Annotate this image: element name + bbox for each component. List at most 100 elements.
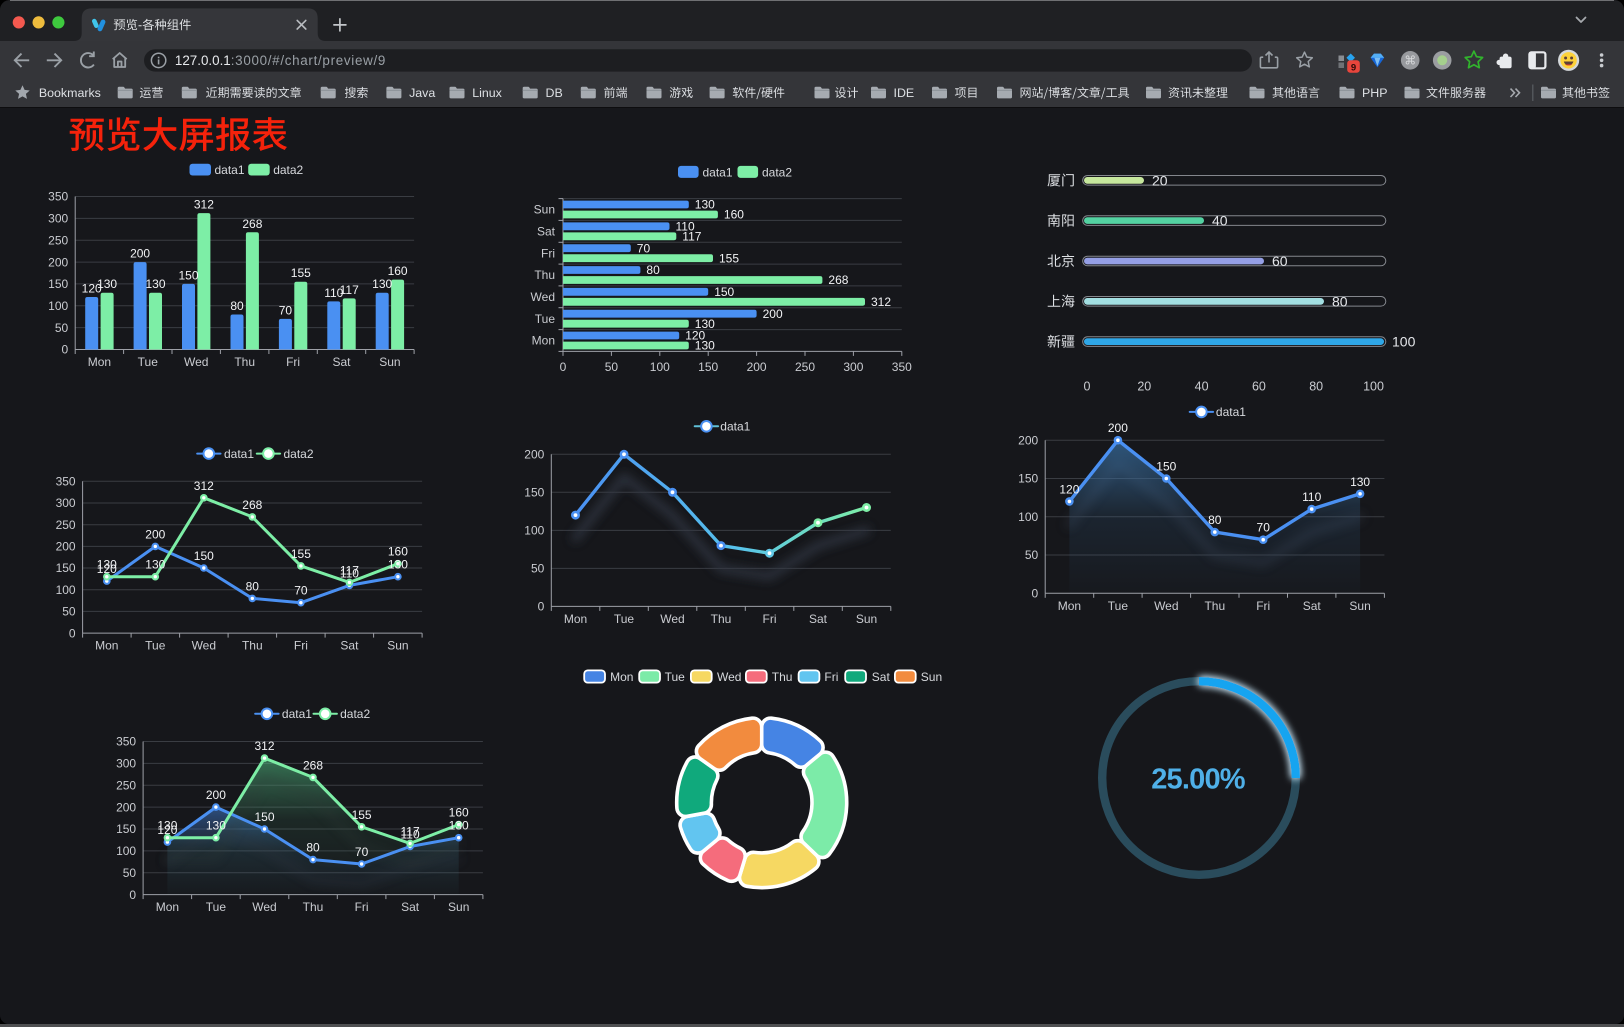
svg-text:110: 110: [401, 828, 420, 842]
svg-text:155: 155: [352, 808, 372, 822]
svg-text:250: 250: [56, 518, 76, 532]
svg-text:Linux: Linux: [472, 86, 502, 100]
svg-text:Mon: Mon: [610, 670, 633, 684]
svg-text:Thu: Thu: [303, 900, 324, 914]
svg-text:70: 70: [1257, 521, 1271, 535]
svg-text:268: 268: [303, 758, 323, 772]
svg-text:0: 0: [1084, 379, 1091, 393]
svg-text:300: 300: [116, 757, 136, 771]
svg-text:Wed: Wed: [717, 670, 741, 684]
svg-text:Sun: Sun: [379, 355, 400, 369]
svg-text:Thu: Thu: [772, 670, 793, 684]
svg-text:40: 40: [1195, 379, 1209, 393]
svg-text:110: 110: [340, 566, 359, 580]
svg-text:150: 150: [1018, 472, 1038, 486]
svg-text:200: 200: [747, 360, 767, 374]
svg-text:0: 0: [129, 888, 136, 902]
svg-text:Wed: Wed: [660, 612, 684, 626]
svg-text:300: 300: [843, 360, 863, 374]
svg-text:250: 250: [116, 778, 136, 792]
svg-text:0: 0: [69, 626, 76, 640]
svg-text:Sun: Sun: [1349, 599, 1370, 613]
svg-text:130: 130: [449, 819, 469, 833]
svg-text:Mon: Mon: [95, 639, 118, 653]
svg-text:268: 268: [242, 217, 262, 231]
svg-text:100: 100: [1363, 379, 1384, 393]
svg-text:117: 117: [340, 563, 359, 577]
svg-text:50: 50: [123, 866, 137, 880]
svg-text:150: 150: [48, 277, 68, 291]
svg-text:Sun: Sun: [448, 900, 469, 914]
svg-text:130: 130: [695, 198, 715, 212]
svg-text:70: 70: [294, 584, 308, 598]
svg-text:Tue: Tue: [535, 312, 556, 326]
svg-text:130: 130: [695, 317, 715, 331]
svg-text:80: 80: [1332, 293, 1348, 309]
svg-text:250: 250: [48, 233, 68, 247]
svg-text:Tue: Tue: [206, 900, 227, 914]
svg-text:50: 50: [531, 562, 545, 576]
svg-text:127.0.0.1:3000/#/chart/preview: 127.0.0.1:3000/#/chart/preview/9: [175, 53, 386, 68]
svg-text:110: 110: [676, 220, 695, 234]
svg-text:150: 150: [194, 549, 214, 563]
svg-text:Tue: Tue: [614, 612, 635, 626]
svg-text:data2: data2: [340, 707, 370, 721]
svg-text:100: 100: [1392, 334, 1416, 350]
svg-text:350: 350: [116, 735, 136, 749]
svg-text:0: 0: [560, 360, 567, 374]
svg-text:Wed: Wed: [184, 355, 208, 369]
svg-text:data1: data1: [720, 420, 750, 434]
svg-text:25.00%: 25.00%: [1151, 764, 1246, 796]
svg-text:70: 70: [279, 303, 293, 317]
svg-text:⌘: ⌘: [1404, 54, 1416, 68]
svg-text:data1: data1: [703, 165, 733, 179]
svg-text:80: 80: [646, 263, 660, 277]
svg-text:Fri: Fri: [286, 355, 300, 369]
svg-text:Tue: Tue: [665, 670, 686, 684]
svg-text:Fri: Fri: [294, 639, 308, 653]
svg-text:100: 100: [56, 583, 76, 597]
svg-text:200: 200: [1018, 433, 1038, 447]
svg-text:Sun: Sun: [534, 203, 555, 217]
svg-text:data2: data2: [273, 163, 303, 177]
svg-text:Mon: Mon: [1058, 599, 1081, 613]
svg-text:160: 160: [388, 264, 408, 278]
svg-text:Sat: Sat: [332, 355, 351, 369]
svg-text:200: 200: [524, 448, 544, 462]
svg-text:0: 0: [538, 600, 545, 614]
svg-text:350: 350: [56, 475, 76, 489]
svg-text:150: 150: [56, 561, 76, 575]
svg-text:80: 80: [246, 579, 260, 593]
svg-text:80: 80: [1309, 379, 1323, 393]
svg-text:data2: data2: [762, 165, 792, 179]
svg-text:50: 50: [55, 321, 69, 335]
svg-text:130: 130: [695, 339, 715, 353]
svg-text:150: 150: [254, 810, 274, 824]
svg-text:data1: data1: [1216, 405, 1246, 419]
svg-text:Sat: Sat: [809, 612, 828, 626]
svg-text:80: 80: [306, 841, 320, 855]
svg-text:100: 100: [650, 360, 670, 374]
svg-text:150: 150: [178, 268, 198, 282]
svg-text:DB: DB: [546, 86, 563, 100]
svg-text:Thu: Thu: [711, 612, 732, 626]
svg-text:Bookmarks: Bookmarks: [39, 86, 101, 100]
svg-text:200: 200: [145, 527, 165, 541]
svg-text:Thu: Thu: [534, 268, 555, 282]
svg-text:300: 300: [48, 212, 68, 226]
svg-text:120: 120: [97, 562, 117, 576]
svg-text:Fri: Fri: [541, 246, 555, 260]
svg-text:Tue: Tue: [1108, 599, 1129, 613]
svg-text:60: 60: [1272, 253, 1288, 269]
svg-text:70: 70: [637, 241, 651, 255]
svg-text:Sun: Sun: [387, 639, 408, 653]
svg-text:120: 120: [1059, 482, 1079, 496]
svg-text:50: 50: [605, 360, 619, 374]
svg-text:130: 130: [97, 558, 117, 572]
svg-text:110: 110: [324, 286, 343, 300]
svg-text:Tue: Tue: [145, 639, 166, 653]
svg-text:200: 200: [763, 307, 783, 321]
svg-text:200: 200: [56, 540, 76, 554]
svg-text:Mon: Mon: [564, 612, 587, 626]
svg-text:Thu: Thu: [234, 355, 255, 369]
